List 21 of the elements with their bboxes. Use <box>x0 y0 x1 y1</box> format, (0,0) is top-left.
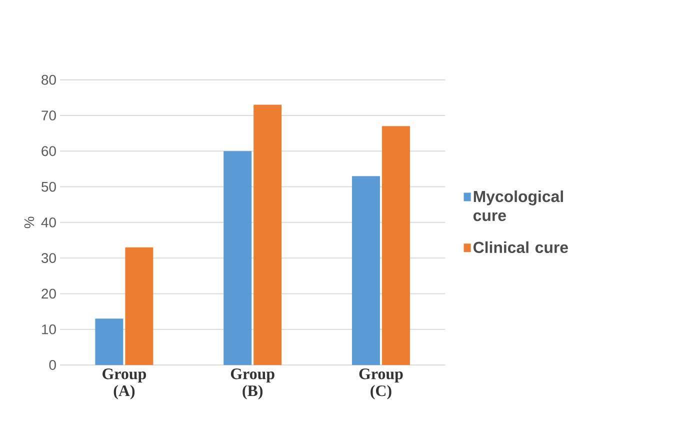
y-tick-label: 60 <box>42 146 56 156</box>
y-tick-label: 40 <box>41 217 56 228</box>
bar <box>125 247 154 365</box>
y-tick-label: 10 <box>42 324 56 334</box>
bar <box>224 151 252 365</box>
x-tick-label: Group (B) <box>230 368 274 400</box>
y-tick-label: 20 <box>42 288 56 299</box>
y-tick-label: 80 <box>42 74 56 85</box>
y-tick-label: 0 <box>49 360 56 370</box>
y-tick-label: 70 <box>42 110 56 120</box>
y-axis-title: % <box>24 216 34 228</box>
y-tick-label: 50 <box>42 182 56 192</box>
x-tick-label: Group (C) <box>359 368 403 400</box>
bar <box>352 176 380 365</box>
bar <box>254 104 282 365</box>
bar <box>382 126 410 365</box>
legend-label: Clinical cure <box>473 241 568 254</box>
legend-label: Mycological cure <box>473 190 563 222</box>
y-tick-label: 30 <box>41 253 56 264</box>
x-tick-label: Group (A) <box>102 368 146 400</box>
bar <box>95 318 124 365</box>
